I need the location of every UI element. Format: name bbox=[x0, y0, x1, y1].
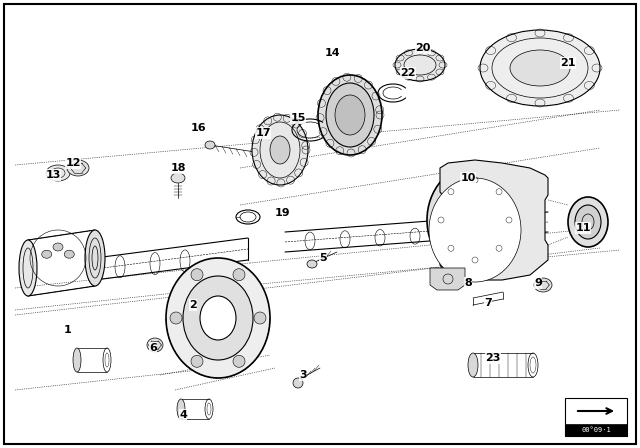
Text: 15: 15 bbox=[291, 113, 306, 123]
Polygon shape bbox=[440, 160, 548, 280]
Bar bbox=[565, 398, 627, 436]
Text: 22: 22 bbox=[400, 68, 416, 78]
Text: 20: 20 bbox=[415, 43, 431, 53]
Ellipse shape bbox=[252, 115, 308, 185]
Text: 13: 13 bbox=[45, 170, 61, 180]
Text: 12: 12 bbox=[65, 158, 81, 168]
Ellipse shape bbox=[191, 269, 203, 281]
Ellipse shape bbox=[85, 230, 105, 286]
Ellipse shape bbox=[177, 399, 185, 419]
Bar bbox=[565, 424, 627, 436]
Text: 6: 6 bbox=[149, 343, 157, 353]
Ellipse shape bbox=[205, 141, 215, 149]
Ellipse shape bbox=[534, 278, 552, 292]
Text: 8: 8 bbox=[464, 278, 472, 288]
Ellipse shape bbox=[233, 269, 245, 281]
Ellipse shape bbox=[254, 312, 266, 324]
Ellipse shape bbox=[335, 95, 365, 135]
Ellipse shape bbox=[480, 30, 600, 106]
Ellipse shape bbox=[326, 83, 374, 147]
Ellipse shape bbox=[170, 312, 182, 324]
Ellipse shape bbox=[166, 258, 270, 378]
Ellipse shape bbox=[429, 178, 521, 282]
Text: 1: 1 bbox=[64, 325, 72, 335]
Text: 00°09·1: 00°09·1 bbox=[581, 427, 611, 433]
Ellipse shape bbox=[510, 50, 570, 86]
Ellipse shape bbox=[307, 260, 317, 268]
Ellipse shape bbox=[457, 198, 493, 242]
Text: 3: 3 bbox=[299, 370, 307, 380]
Ellipse shape bbox=[67, 160, 89, 176]
Ellipse shape bbox=[568, 197, 608, 247]
Text: 2: 2 bbox=[189, 300, 197, 310]
Ellipse shape bbox=[293, 378, 303, 388]
Text: 9: 9 bbox=[534, 278, 542, 288]
Ellipse shape bbox=[437, 175, 513, 265]
Ellipse shape bbox=[318, 75, 382, 155]
Text: 19: 19 bbox=[275, 208, 291, 218]
Text: 11: 11 bbox=[575, 223, 591, 233]
Ellipse shape bbox=[270, 136, 290, 164]
Text: 5: 5 bbox=[319, 253, 327, 263]
Ellipse shape bbox=[575, 205, 601, 239]
Ellipse shape bbox=[73, 348, 81, 372]
Ellipse shape bbox=[147, 338, 163, 352]
Text: 10: 10 bbox=[460, 173, 476, 183]
Ellipse shape bbox=[200, 296, 236, 340]
Text: 7: 7 bbox=[484, 298, 492, 308]
Ellipse shape bbox=[427, 165, 523, 275]
Ellipse shape bbox=[183, 276, 253, 360]
Ellipse shape bbox=[467, 210, 483, 230]
Ellipse shape bbox=[19, 240, 37, 296]
Ellipse shape bbox=[191, 355, 203, 367]
Ellipse shape bbox=[171, 173, 185, 183]
Polygon shape bbox=[430, 268, 465, 290]
Text: 16: 16 bbox=[190, 123, 206, 133]
Text: 18: 18 bbox=[170, 163, 186, 173]
Text: 14: 14 bbox=[325, 48, 341, 58]
Ellipse shape bbox=[395, 49, 445, 81]
Ellipse shape bbox=[42, 250, 52, 258]
Text: 21: 21 bbox=[560, 58, 576, 68]
Text: 17: 17 bbox=[255, 128, 271, 138]
Ellipse shape bbox=[64, 250, 74, 258]
Ellipse shape bbox=[46, 165, 70, 181]
Text: 4: 4 bbox=[179, 410, 187, 420]
Ellipse shape bbox=[468, 353, 478, 377]
Text: 23: 23 bbox=[485, 353, 500, 363]
Ellipse shape bbox=[233, 355, 245, 367]
Ellipse shape bbox=[447, 187, 503, 253]
Ellipse shape bbox=[53, 243, 63, 251]
